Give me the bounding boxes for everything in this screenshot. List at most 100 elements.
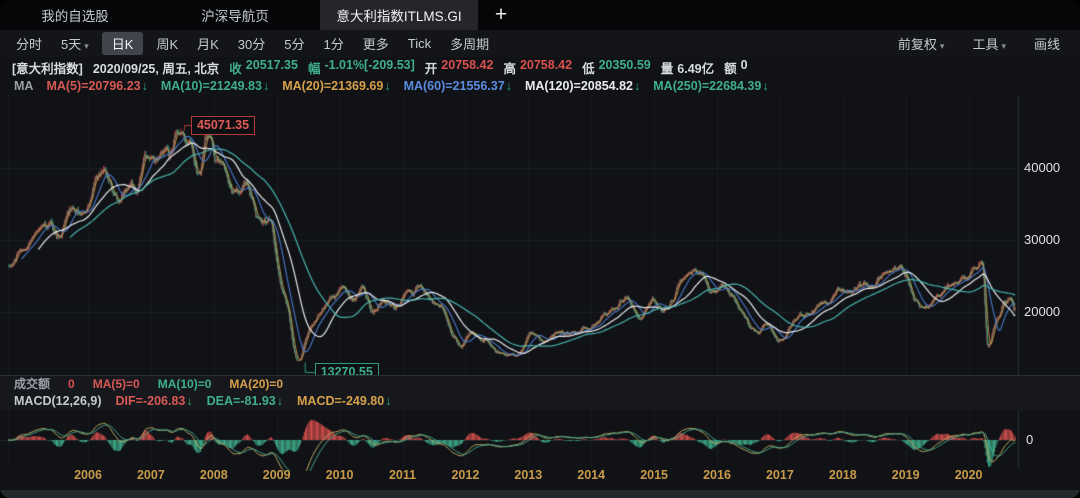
ma-legend-item-3: MA(20)=21369.69↓ <box>282 79 390 93</box>
period-button-6[interactable]: 30分 <box>232 32 271 55</box>
period-button-label: 周K <box>156 37 179 52</box>
x-axis-year-label: 2008 <box>199 468 228 482</box>
quote-field-value: 6.49亿 <box>677 61 715 76</box>
down-arrow-icon: ↓ <box>505 79 512 93</box>
quote-field-value: -1.01%[-209.53] <box>324 57 415 72</box>
x-axis-year-label: 2010 <box>325 468 354 482</box>
indicator-legend-panel: 成交额 0 MA(5)=0 MA(10)=0 MA(20)=0 MACD(12,26… <box>0 375 1080 410</box>
ma-legend-value: MA(10)=21249.83 <box>160 79 262 93</box>
macd-legend-value: DIF=-206.83 <box>115 393 186 408</box>
symbol-label: [意大利指数] <box>12 61 83 76</box>
quote-field-3: 开 20758.42 <box>425 58 494 77</box>
down-arrow-icon: ↓ <box>634 79 641 93</box>
main-chart-canvas[interactable] <box>0 95 1080 490</box>
period-button-label: Tick <box>407 36 432 51</box>
down-arrow-icon: ↓ <box>141 79 148 93</box>
ma-legend-item-4: MA(60)=21556.37↓ <box>404 79 512 93</box>
period-button-label: 更多 <box>362 37 389 52</box>
period-button-11[interactable]: 多周期 <box>444 32 495 55</box>
down-arrow-icon: ↓ <box>385 393 392 408</box>
ma-legend-value: MA(5)=20796.23 <box>46 79 141 93</box>
quote-field-value: 20517.35 <box>245 57 298 72</box>
period-button-9[interactable]: 更多 <box>357 32 395 55</box>
x-axis-year-label: 2019 <box>891 468 920 482</box>
tool-button-3[interactable]: 画线 <box>1028 32 1066 55</box>
quote-field-label: 额 <box>724 61 737 76</box>
max-price-annotation: 45071.35 <box>190 116 256 136</box>
x-axis-year-label: 2020 <box>954 468 983 482</box>
macd-zero-axis-label: 0 <box>1026 432 1034 447</box>
datetime-label: 2020/09/25, 周五, 北京 <box>92 61 220 76</box>
x-axis-year-label: 2016 <box>703 468 731 482</box>
ma-legend-item-5: MA(120)=20854.82↓ <box>525 79 640 93</box>
period-button-8[interactable]: 1分 <box>318 32 350 55</box>
x-axis-year-label: 2012 <box>451 468 480 482</box>
volume-title-label: 成交额 <box>14 377 51 391</box>
macd-legend-value: DEA=-81.93 <box>206 393 276 408</box>
period-button-2[interactable]: 5天 ▾ <box>55 32 95 55</box>
ma-prefix-label: MA <box>14 79 34 93</box>
tab-bar: 我的自选股 沪深导航页 意大利指数ITLMS.GI + <box>0 0 1080 30</box>
quote-field-2: 幅 -1.01%[-209.53] <box>308 58 415 77</box>
period-button-label: 日K <box>111 37 134 52</box>
period-button-label: 月K <box>197 37 219 52</box>
period-buttons-group: 分时 5天 ▾ 日K 周K 月K 30分 5分 1分 更多 Tick 多周期 <box>0 32 495 55</box>
ma-legend-item-2: MA(10)=21249.83↓ <box>161 79 269 93</box>
ma-legend-value: MA(60)=21556.37 <box>403 79 505 93</box>
ma-legend-row: MA MA(5)=20796.23↓ MA(10)=21249.83↓ MA(20)… <box>0 77 1080 95</box>
tab-item-3[interactable]: 意大利指数ITLMS.GI <box>320 0 478 30</box>
chevron-down-icon: ▾ <box>1001 41 1006 51</box>
period-toolbar: 分时 5天 ▾ 日K 周K 月K 30分 5分 1分 更多 Tick 多周期 前复权 ▾ 工具 ▾ 画线 <box>0 30 1080 57</box>
period-button-label: 多周期 <box>450 37 490 52</box>
quote-field-1: 收 20517.35 <box>229 58 298 77</box>
period-button-label: 分时 <box>16 37 43 52</box>
volume-ma-item-1: MA(5)=0 <box>92 376 140 391</box>
tab-item-2[interactable]: 沪深导航页 <box>201 9 269 24</box>
quote-field-value: 0 <box>740 57 748 72</box>
macd-title-label: MACD(12,26,9) <box>14 393 102 408</box>
quote-field-value: 20758.42 <box>519 57 573 72</box>
x-axis-year-label: 2006 <box>74 468 102 482</box>
chevron-down-icon: ▾ <box>84 41 89 51</box>
y-axis-tick-label: 40000 <box>1024 160 1061 175</box>
tool-button-2[interactable]: 工具 ▾ <box>966 32 1012 55</box>
macd-legend-value: MACD=-249.80 <box>297 393 385 408</box>
y-axis-tick-label: 20000 <box>1024 304 1061 319</box>
x-axis-year-label: 2015 <box>640 468 668 482</box>
period-button-4[interactable]: 周K <box>150 32 184 55</box>
quote-info-bar: [意大利指数] 2020/09/25, 周五, 北京 收 20517.35 幅 -1.… <box>0 57 1080 77</box>
add-tab-button[interactable]: + <box>478 0 524 30</box>
period-button-7[interactable]: 5分 <box>278 32 310 55</box>
x-axis-year-label: 2017 <box>765 468 794 482</box>
tool-button-label: 前复权 <box>897 37 937 52</box>
tab-item-1[interactable]: 我的自选股 <box>41 9 109 24</box>
quote-field-label: 低 <box>582 61 595 76</box>
quote-field-6: 量 6.49亿 <box>661 58 714 77</box>
ma-legend-item-1: MA(5)=20796.23↓ <box>46 79 147 93</box>
period-button-label: 5天 <box>61 37 82 52</box>
period-button-label: 1分 <box>323 37 344 52</box>
quote-field-value: 20350.59 <box>598 57 651 72</box>
x-axis-year-label: 2018 <box>828 468 857 482</box>
macd-legend-item-3: MACD=-249.80↓ <box>297 394 391 408</box>
down-arrow-icon: ↓ <box>276 393 284 408</box>
tool-button-1[interactable]: 前复权 ▾ <box>892 32 951 55</box>
tool-button-label: 工具 <box>972 37 999 52</box>
down-arrow-icon: ↓ <box>762 79 769 93</box>
x-axis-year-label: 2009 <box>262 468 291 482</box>
quote-field-label: 量 <box>660 61 674 76</box>
quote-field-label: 高 <box>503 61 516 76</box>
quote-field-label: 幅 <box>307 61 321 76</box>
period-button-label: 5分 <box>284 37 305 52</box>
period-button-1[interactable]: 分时 <box>10 32 48 55</box>
period-button-3[interactable]: 日K <box>101 32 144 55</box>
tool-button-label: 画线 <box>1033 37 1060 52</box>
y-axis-tick-label: 30000 <box>1024 232 1061 247</box>
macd-legend-item-1: DIF=-206.83↓ <box>116 394 193 408</box>
period-button-5[interactable]: 月K <box>191 32 225 55</box>
quote-field-label: 收 <box>229 61 242 76</box>
period-button-10[interactable]: Tick <box>402 34 437 53</box>
bottom-panel-strip <box>0 490 1080 498</box>
